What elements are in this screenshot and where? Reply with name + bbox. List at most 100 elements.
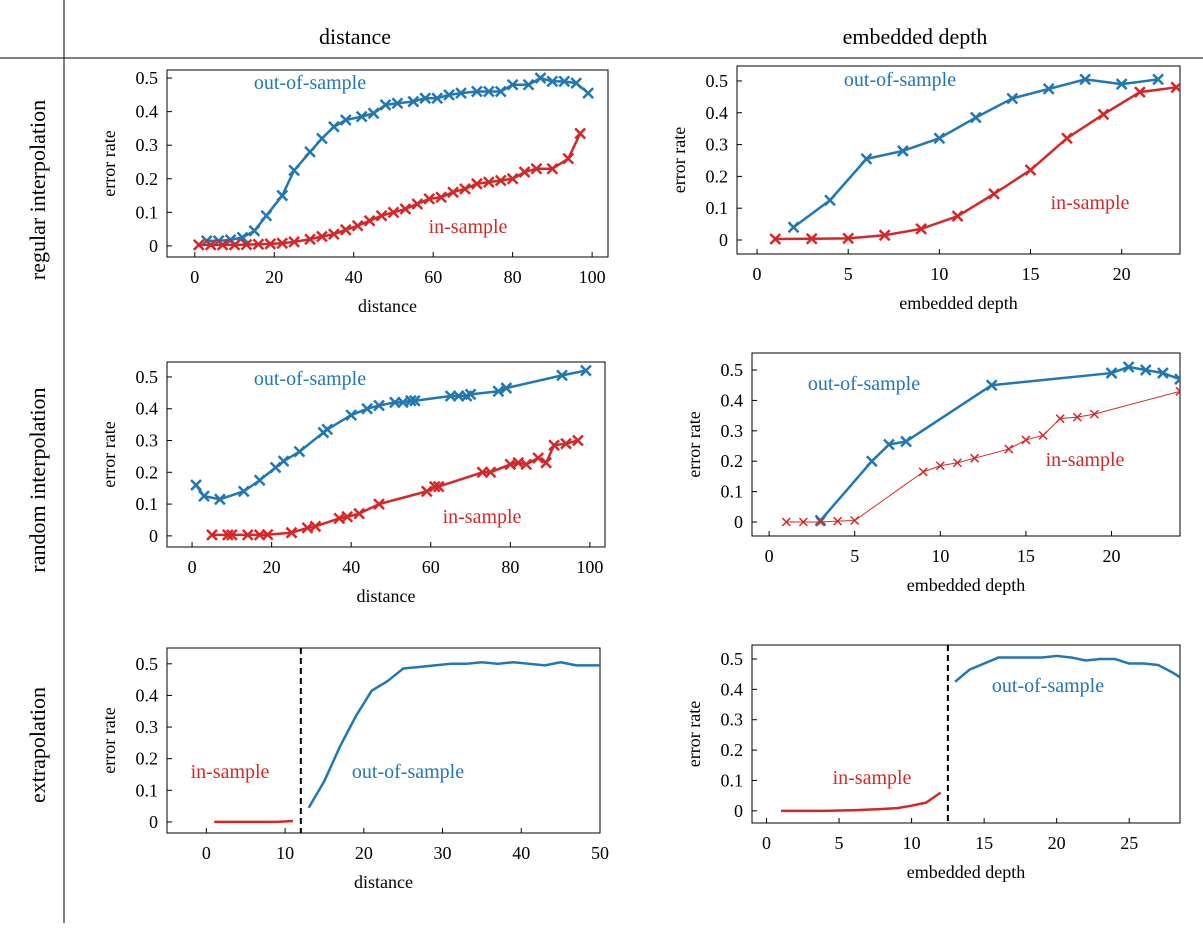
point-marker [1156,367,1169,379]
point-marker [1055,414,1065,424]
point-marker [560,437,572,450]
x-tick-label: 15 [1017,546,1035,566]
series-line [211,439,579,537]
y-tick-label: 0.1 [706,198,729,218]
point-marker [399,203,412,215]
point-marker [353,507,366,520]
x-tick-label: 10 [903,833,921,853]
x-tick-label: 10 [930,264,948,284]
row-header: random interpolation [25,387,50,572]
point-marker [520,458,533,471]
point-marker [375,209,388,222]
plot-frame [166,69,609,258]
y-tick-label: 0 [149,812,158,832]
column-header: distance [319,24,391,49]
point-marker [321,423,334,436]
plot-area [192,72,595,251]
y-tick-label: 0.2 [136,749,159,769]
point-marker [373,399,385,412]
plot-frame [166,361,606,548]
y-tick-label: 0.4 [721,390,744,410]
point-marker [471,85,483,98]
y-tick-label: 0.5 [721,649,744,669]
point-marker [206,529,218,541]
plot-area [190,364,592,541]
point-marker [918,467,928,477]
series-line [214,819,294,824]
x-tick-label: 80 [504,267,522,287]
point-marker [548,439,560,452]
series-label: in-sample [443,506,522,528]
y-axis-label: error rate [99,707,119,773]
point-marker [951,210,964,223]
y-tick-label: 0.1 [136,780,159,800]
chart: 0 20 40 60 80 100 0 0.1 0.2 0.3 0.4 0.5 distance erro… [99,68,609,316]
point-marker [540,456,553,469]
point-marker [1089,409,1099,419]
x-tick-label: 5 [844,264,853,284]
point-marker [447,186,459,199]
series-line [775,86,1177,241]
point-marker [339,223,352,236]
series-label: out-of-sample [254,72,366,94]
point-marker [1139,364,1152,376]
point-marker [304,146,316,158]
point-marker [341,510,354,523]
point-marker [345,409,358,421]
column-header: embedded depth [843,24,988,49]
x-tick-label: 20 [1048,833,1066,853]
y-tick-label: 0.4 [721,679,744,699]
point-marker [351,219,364,232]
y-tick-label: 0.2 [136,462,159,482]
series-label: in-sample [1051,192,1130,214]
x-tick-label: 60 [424,267,442,287]
plot-frame [166,647,601,834]
point-marker [878,229,891,242]
point-marker [443,88,455,101]
x-tick-label: 15 [1022,264,1040,284]
point-marker [276,189,289,202]
point-marker [494,85,507,98]
y-tick-label: 0.5 [136,367,159,387]
point-marker [221,529,234,541]
x-tick-label: 100 [579,267,606,287]
series-line [819,365,1180,522]
chart: 0 20 40 60 80 100 0 0.1 0.2 0.3 0.4 0.5 distance erro… [99,361,606,606]
point-marker [1134,86,1146,98]
plot-frame [736,65,1181,255]
point-marker [420,485,433,498]
x-tick-label: 40 [345,267,363,287]
y-tick-label: 0.1 [721,770,744,790]
point-marker [277,455,290,468]
point-marker [423,193,436,205]
point-marker [253,474,266,487]
point-marker [897,145,909,157]
point-marker [988,187,1000,200]
point-marker [367,107,380,120]
x-tick-label: 0 [762,833,771,853]
chart: 0 5 10 15 20 25 0 0.1 0.2 0.3 0.4 0.5 embedded depth… [684,644,1181,882]
y-tick-label: 0.4 [136,102,159,122]
point-marker [1021,435,1031,445]
point-marker [534,72,547,84]
x-tick-label: 50 [591,843,609,863]
point-marker [532,452,545,464]
plot-area [214,660,600,824]
x-tick-label: 40 [512,843,530,863]
y-tick-label: 0.3 [721,421,744,441]
point-marker [570,77,583,89]
point-marker [952,458,962,468]
point-marker [530,162,543,175]
point-marker [500,382,513,394]
point-marker [431,92,444,105]
point-marker [506,78,519,91]
point-marker [1122,361,1135,373]
point-marker [373,498,385,510]
y-axis-label: error rate [99,130,119,196]
plot-area [781,654,1180,813]
point-marker [228,239,241,251]
point-marker [1174,373,1180,386]
y-axis-label: error rate [99,421,119,487]
plot-area [781,361,1180,527]
